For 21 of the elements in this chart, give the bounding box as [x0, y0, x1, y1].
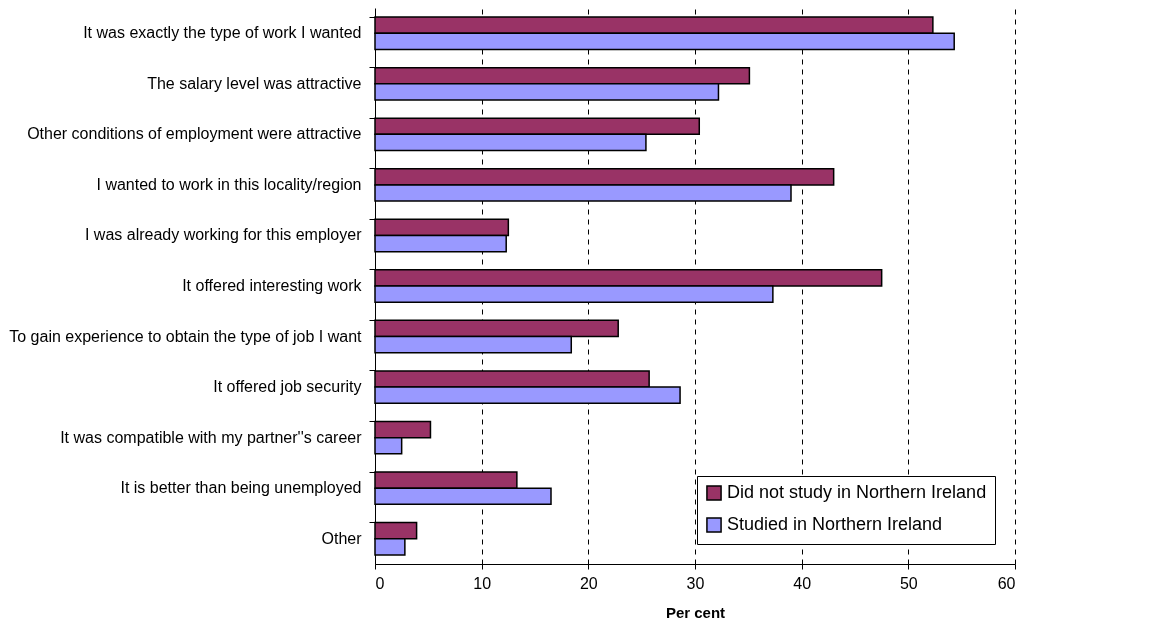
- legend-label: Did not study in Northern Ireland: [727, 482, 987, 502]
- y-tick-label: Other conditions of employment were attractive: [27, 125, 362, 143]
- y-tick-label: It offered job security: [213, 378, 362, 396]
- x-tick-label: 0: [375, 574, 385, 592]
- x-tick-label: 30: [686, 574, 705, 592]
- y-tick-label: It was compatible with my partner''s career: [60, 428, 363, 446]
- x-tick-label: 10: [473, 574, 492, 592]
- x-tick-label: 60: [997, 574, 1016, 592]
- y-tick-label: I wanted to work in this locality/region: [96, 175, 362, 193]
- y-tick-label: To gain experience to obtain the type of job I want: [9, 327, 363, 345]
- y-tick-label: It offered interesting work: [182, 277, 363, 294]
- x-tick-label: 50: [899, 574, 918, 592]
- legend-label: Studied in Northern Ireland: [727, 514, 943, 534]
- x-tick-label: 20: [579, 574, 598, 592]
- x-axis-title: Per cent: [665, 603, 726, 621]
- x-tick-label: 40: [793, 574, 812, 592]
- y-tick-label: It was exactly the type of work I wanted: [83, 24, 362, 42]
- y-tick-label: It is better than being unemployed: [120, 479, 362, 497]
- y-tick-label: Other: [321, 529, 363, 547]
- y-tick-label: I was already working for this employer: [84, 226, 363, 244]
- y-tick-label: The salary level was attractive: [147, 74, 362, 92]
